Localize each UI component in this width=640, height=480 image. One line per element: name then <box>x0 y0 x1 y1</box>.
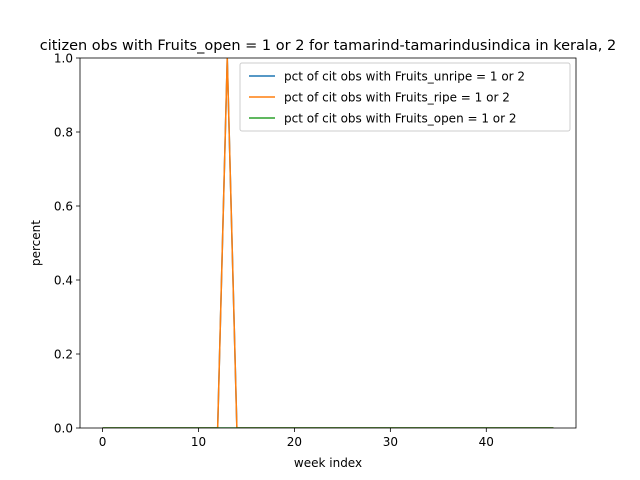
y-axis-label: percent <box>29 220 43 266</box>
x-tick-label: 40 <box>479 435 494 449</box>
x-tick-label: 20 <box>287 435 302 449</box>
plot-frame <box>79 57 577 429</box>
y-tick-label: 0.4 <box>54 274 73 288</box>
chart-title: citizen obs with Fruits_open = 1 or 2 fo… <box>40 38 616 54</box>
x-tick-label: 30 <box>383 435 398 449</box>
legend-frame <box>239 62 571 132</box>
x-tick-label: 0 <box>99 435 107 449</box>
y-tick-label: 0.6 <box>54 200 73 214</box>
legend: pct of cit obs with Fruits_unripe = 1 or… <box>239 62 571 132</box>
legend-entries: pct of cit obs with Fruits_unripe = 1 or… <box>249 70 525 126</box>
legend-label: pct of cit obs with Fruits_unripe = 1 or… <box>284 70 525 84</box>
y-tick-label: 0.8 <box>54 126 73 140</box>
x-tick-label: 10 <box>191 435 206 449</box>
y-tick-label: 0.2 <box>54 348 73 362</box>
y-axis-ticks: 0.0 0.2 0.4 0.6 0.8 1.0 <box>54 52 80 436</box>
legend-label: pct of cit obs with Fruits_ripe = 1 or 2 <box>284 91 510 105</box>
y-tick-label: 0.0 <box>54 422 73 436</box>
y-tick-label: 1.0 <box>54 52 73 66</box>
x-axis-ticks: 0 10 20 30 40 <box>99 428 494 449</box>
legend-label: pct of cit obs with Fruits_open = 1 or 2 <box>284 112 517 126</box>
x-axis-label: week index <box>294 456 362 470</box>
